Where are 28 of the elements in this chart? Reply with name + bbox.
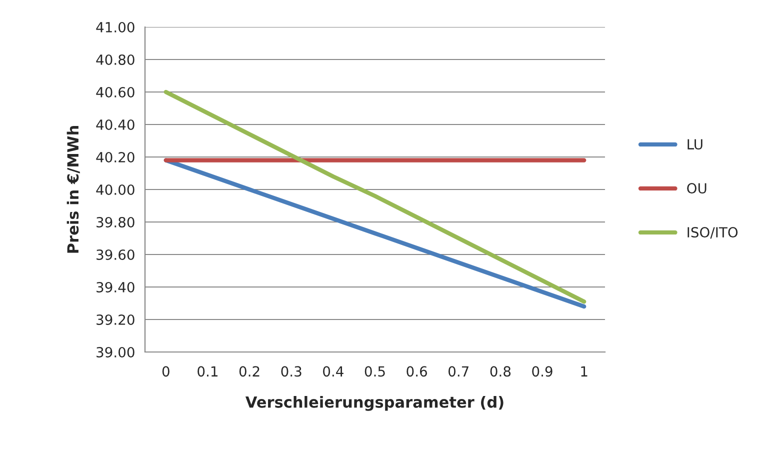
x-tick-label: 0.1 [198, 366, 218, 377]
y-tick-label: 39.60 [96, 249, 134, 260]
x-tick-label: 0.7 [448, 366, 468, 377]
x-tick-label: 0.9 [532, 366, 552, 377]
x-tick-label: 0.3 [281, 366, 302, 377]
x-tick-label: 0.5 [364, 366, 385, 377]
x-tick-label: 0.4 [323, 366, 344, 377]
x-tick-label: 0.6 [406, 366, 427, 377]
x-axis-title: Verschleierungsparameter (d) [245, 396, 504, 411]
y-tick-label: 40.40 [96, 119, 134, 130]
y-tick-label: 39.00 [96, 346, 134, 358]
y-tick-label: 40.80 [96, 54, 134, 65]
legend-label: LU [688, 139, 702, 150]
x-tick-label: 0.2 [239, 366, 260, 377]
y-tick-label: 40.00 [96, 184, 134, 195]
x-tick-label: 0 [162, 366, 170, 377]
x-tick-label: 1 [581, 366, 588, 376]
y-tick-label: 39.20 [96, 314, 134, 325]
y-tick-label: 40.60 [96, 86, 134, 98]
y-tick-label: 41.00 [96, 22, 134, 32]
y-tick-label: 39.40 [96, 282, 134, 292]
x-tick-label: 0.8 [490, 366, 511, 377]
y-tick-label: 39.80 [96, 216, 134, 228]
y-axis-title: Preis in €/MWh [66, 126, 80, 253]
legend-label: OU [687, 183, 706, 194]
y-tick-label: 40.20 [96, 152, 134, 162]
line-series [164, 90, 586, 304]
legend-label: ISO/ITO [688, 227, 738, 239]
